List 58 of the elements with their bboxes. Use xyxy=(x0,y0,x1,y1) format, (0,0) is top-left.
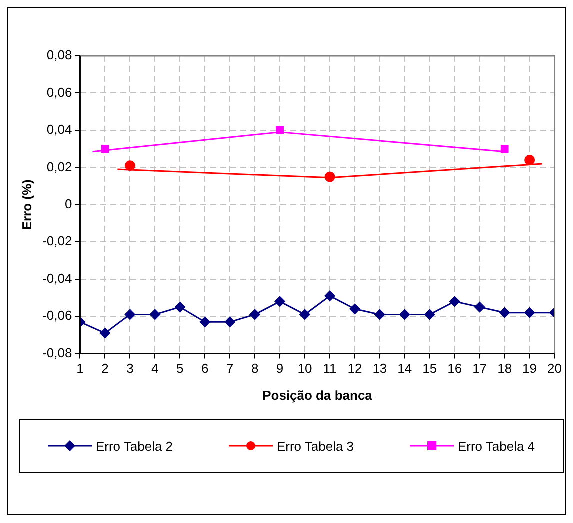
x-tick-label: 8 xyxy=(251,361,259,376)
point xyxy=(200,316,210,328)
point xyxy=(374,309,386,320)
x-tick-label: 7 xyxy=(226,361,234,376)
x-tick-label: 17 xyxy=(472,361,488,376)
legend-label: Erro Tabela 3 xyxy=(276,438,354,454)
x-tick-label: 1 xyxy=(76,361,84,376)
x-tick-label: 18 xyxy=(498,361,512,376)
x-tick-label: 14 xyxy=(398,361,412,376)
legend-label: Erro Tabela 4 xyxy=(458,438,536,454)
point xyxy=(300,309,310,320)
x-tick-label: 13 xyxy=(372,361,388,376)
x-tick-label: 4 xyxy=(152,361,159,376)
point xyxy=(150,309,160,320)
point xyxy=(100,328,110,339)
point xyxy=(524,154,536,166)
point xyxy=(424,309,436,320)
y-tick-label: -0,02 xyxy=(42,234,72,249)
y-axis-title: Erro (%) xyxy=(19,180,34,230)
x-tick-label: 9 xyxy=(276,361,284,376)
y-tick-label: 0,04 xyxy=(46,122,72,138)
point xyxy=(524,308,536,318)
x-axis-title: Posição da banca xyxy=(262,388,374,403)
x-tick-label: 16 xyxy=(448,361,462,376)
y-tick-label: 0,02 xyxy=(46,159,72,174)
point xyxy=(474,302,486,313)
x-tick-label: 15 xyxy=(422,361,438,376)
x-tick-label: 19 xyxy=(522,361,538,376)
x-tick-label: 3 xyxy=(126,361,134,376)
legend-label: Erro Tabela 2 xyxy=(96,438,174,454)
x-tick-label: 10 xyxy=(298,361,312,376)
y-tick-label: -0,08 xyxy=(42,345,72,360)
x-tick-label: 20 xyxy=(548,361,562,376)
point xyxy=(450,296,460,307)
point xyxy=(224,316,236,328)
point xyxy=(400,309,410,320)
point xyxy=(250,309,260,320)
y-tick-label: -0,04 xyxy=(42,270,72,286)
x-tick-label: 2 xyxy=(102,361,109,376)
x-tick-label: 5 xyxy=(176,361,184,376)
point xyxy=(124,309,136,320)
point xyxy=(324,172,336,182)
point xyxy=(101,145,110,153)
point xyxy=(324,290,336,302)
point xyxy=(276,126,284,134)
x-tick-label: 12 xyxy=(348,361,362,376)
y-tick-label: -0,06 xyxy=(42,308,72,324)
x-tick-label: 11 xyxy=(323,361,337,376)
point xyxy=(500,308,510,318)
y-tick-label: 0 xyxy=(64,196,72,212)
point xyxy=(274,296,286,307)
point xyxy=(174,302,186,313)
point xyxy=(350,304,360,314)
point xyxy=(124,160,136,172)
y-tick-label: 0,06 xyxy=(46,84,72,100)
y-tick-label: 0,08 xyxy=(46,48,72,63)
point xyxy=(500,145,509,153)
x-tick-label: 6 xyxy=(201,361,209,376)
